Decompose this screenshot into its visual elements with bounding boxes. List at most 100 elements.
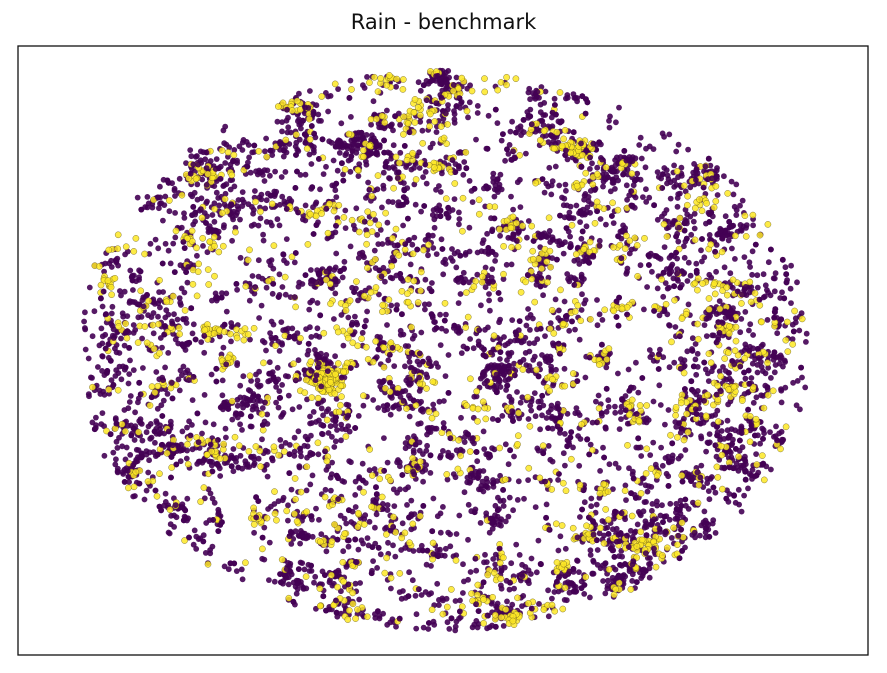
- scatter-point-purple: [589, 419, 596, 426]
- scatter-point-purple: [259, 338, 266, 344]
- scatter-point-purple: [584, 436, 591, 443]
- scatter-point-purple: [245, 142, 252, 148]
- scatter-point-purple: [562, 462, 568, 469]
- scatter-point-purple: [402, 545, 408, 551]
- scatter-point-purple: [406, 413, 413, 420]
- scatter-point-purple: [364, 308, 370, 315]
- scatter-point-purple: [204, 198, 210, 205]
- scatter-point-purple: [767, 429, 773, 435]
- scatter-point-purple: [450, 471, 457, 477]
- scatter-point-purple: [439, 595, 446, 602]
- scatter-point-purple: [520, 338, 527, 345]
- scatter-point-purple: [178, 224, 185, 231]
- scatter-point-purple: [672, 516, 679, 522]
- scatter-point-purple: [341, 140, 347, 147]
- scatter-point-purple: [698, 433, 704, 440]
- scatter-point-purple: [525, 477, 531, 483]
- scatter-point-purple: [441, 398, 447, 404]
- scatter-point-purple: [382, 525, 388, 532]
- scatter-point-purple: [593, 501, 600, 508]
- scatter-point-purple: [754, 362, 761, 368]
- scatter-point-purple: [212, 295, 219, 302]
- scatter-point-purple: [184, 495, 191, 502]
- scatter-point-purple: [573, 405, 580, 411]
- scatter-point-purple: [685, 301, 692, 308]
- scatter-point-purple: [691, 161, 697, 167]
- scatter-point-purple: [113, 367, 120, 374]
- scatter-point-purple: [782, 359, 788, 365]
- scatter-point-purple: [684, 348, 691, 355]
- scatter-point-purple: [526, 340, 533, 347]
- scatter-point-purple: [202, 550, 209, 556]
- scatter-point-purple: [626, 250, 633, 257]
- scatter-point-purple: [400, 588, 406, 594]
- scatter-point-purple: [638, 453, 645, 459]
- scatter-point-purple: [437, 510, 444, 517]
- scatter-point-purple: [722, 368, 729, 374]
- scatter-point-purple: [546, 228, 553, 234]
- scatter-point-purple: [647, 452, 654, 458]
- scatter-point-purple: [638, 575, 645, 581]
- scatter-point-purple: [374, 565, 380, 571]
- scatter-point-purple: [594, 547, 601, 553]
- scatter-point-purple: [617, 561, 623, 568]
- scatter-point-purple: [296, 136, 303, 143]
- scatter-point-purple: [590, 557, 597, 564]
- scatter-point-purple: [385, 539, 391, 546]
- scatter-point-purple: [216, 202, 223, 209]
- scatter-point-purple: [684, 211, 691, 218]
- scatter-point-purple: [461, 489, 468, 496]
- scatter-point-purple: [323, 352, 330, 358]
- scatter-point-purple: [283, 236, 290, 243]
- scatter-point-purple: [724, 417, 731, 424]
- scatter-point-purple: [109, 303, 116, 310]
- scatter-point-purple: [145, 312, 152, 319]
- scatter-point-purple: [517, 399, 524, 406]
- scatter-point-purple: [457, 597, 463, 604]
- scatter-point-purple: [562, 181, 569, 188]
- scatter-point-purple: [666, 131, 673, 138]
- scatter-point-purple: [201, 349, 208, 356]
- scatter-point-purple: [359, 329, 366, 336]
- scatter-point-purple: [643, 499, 649, 505]
- scatter-point-purple: [693, 371, 700, 378]
- scatter-point-purple: [237, 254, 244, 261]
- scatter-point-purple: [527, 106, 534, 113]
- scatter-point-purple: [417, 87, 424, 94]
- scatter-point-purple: [420, 174, 426, 181]
- scatter-point-purple: [184, 279, 191, 286]
- scatter-point-purple: [624, 196, 630, 203]
- scatter-point-purple: [324, 235, 331, 242]
- scatter-point-purple: [414, 358, 421, 365]
- scatter-point-purple: [194, 181, 201, 188]
- scatter-point-purple: [750, 399, 757, 406]
- scatter-point-purple: [588, 503, 595, 510]
- scatter-point-purple: [456, 615, 462, 622]
- scatter-point-purple: [443, 311, 449, 318]
- scatter-point-purple: [497, 296, 504, 303]
- scatter-point-purple: [177, 367, 184, 374]
- scatter-point-purple: [615, 370, 621, 377]
- scatter-point-purple: [257, 382, 264, 389]
- scatter-point-purple: [397, 121, 403, 128]
- scatter-point-purple: [295, 428, 302, 435]
- scatter-point-purple: [456, 512, 463, 519]
- scatter-point-purple: [430, 207, 437, 213]
- scatter-point-purple: [549, 237, 556, 243]
- scatter-point-purple: [719, 235, 725, 242]
- scatter-point-purple: [735, 467, 742, 474]
- scatter-point-purple: [160, 217, 166, 224]
- scatter-point-purple: [613, 119, 619, 126]
- scatter-point-purple: [304, 396, 310, 403]
- scatter-point-purple: [155, 313, 161, 320]
- scatter-point-purple: [492, 258, 498, 264]
- scatter-point-purple: [771, 369, 778, 376]
- scatter-point-purple: [759, 341, 766, 348]
- scatter-point-purple: [388, 302, 395, 309]
- scatter-point-purple: [360, 135, 366, 141]
- scatter-point-purple: [466, 224, 473, 231]
- scatter-point-purple: [222, 425, 229, 432]
- scatter-point-purple: [348, 519, 355, 525]
- scatter-point-purple: [650, 439, 657, 446]
- scatter-point-purple: [199, 430, 205, 437]
